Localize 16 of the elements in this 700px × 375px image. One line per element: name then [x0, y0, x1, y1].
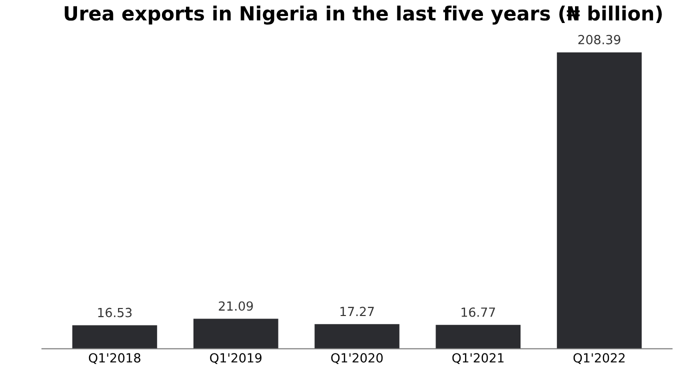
- x-tick-label: Q1'2019: [210, 353, 262, 364]
- bar: [193, 318, 278, 349]
- x-tick-label: Q1'2020: [331, 353, 383, 364]
- data-label: 16.53: [98, 308, 132, 318]
- data-label: 21.09: [218, 301, 253, 311]
- x-tick-label: Q1'2022: [573, 353, 625, 364]
- data-label: 208.39: [578, 34, 620, 44]
- bar: [72, 325, 158, 349]
- x-tick-label: Q1'2021: [452, 353, 504, 364]
- bar: [314, 324, 400, 349]
- data-label: 17.27: [340, 306, 374, 316]
- bar: [436, 324, 521, 349]
- x-tick-label: Q1'2018: [88, 353, 140, 364]
- bar: [556, 52, 642, 349]
- data-label: 16.77: [462, 307, 495, 317]
- chart-title: Urea exports in Nigeria in the last five years (₦ billion): [64, 6, 662, 25]
